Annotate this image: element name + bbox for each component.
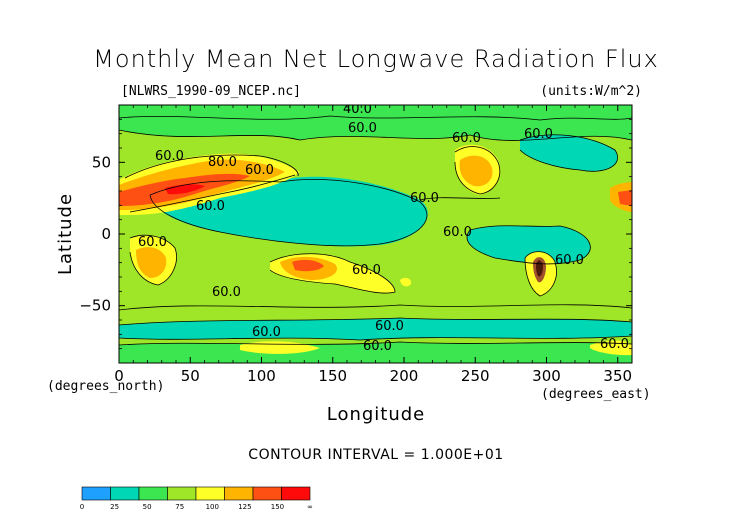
region-patch-1 [400, 277, 412, 287]
contour-label: 60.0 [410, 191, 439, 206]
x-tick-label: 50 [181, 367, 200, 385]
region-north-america-hot [459, 155, 493, 187]
colorbar-swatch [167, 486, 197, 501]
contour-label: 60.0 [375, 319, 404, 334]
colorbar-label: 75 [175, 503, 184, 511]
contour-label: 60.0 [245, 163, 274, 178]
region-north-atlantic-cool [520, 134, 618, 172]
contour-label: 60.0 [555, 253, 584, 268]
contour-interval-text: CONTOUR INTERVAL = 1.000E+01 [248, 447, 503, 463]
region-australia-max [292, 259, 324, 272]
y-tick-label: 50 [92, 153, 111, 171]
contour-label: 80.0 [208, 155, 237, 170]
x-tick-label: 250 [461, 367, 490, 385]
contour-label: 60.0 [212, 285, 241, 300]
source-filename: [NLWRS_1990-09_NCEP.nc] [121, 84, 301, 99]
x-axis-label: Longitude [327, 404, 426, 425]
contour-label: 60.0 [196, 199, 225, 214]
region-north-polar-band [119, 105, 632, 141]
y-axis-label: Latitude [55, 193, 76, 275]
contour-label: 60.0 [155, 149, 184, 164]
contour-label: 60.0 [138, 235, 167, 250]
contour-label: 60.0 [452, 131, 481, 146]
contour-label-group: 40.0 60.0 60.0 60.0 60.0 80.0 60.0 60.0 … [138, 102, 629, 354]
y-unit-label: (degrees_north) [47, 379, 164, 394]
y-tick-label: −50 [79, 297, 111, 315]
x-tick-label: 200 [390, 367, 419, 385]
colorbar-label: 150 [271, 503, 284, 511]
colorbar-swatch [281, 486, 311, 501]
colorbar-label: 25 [110, 503, 119, 511]
colorbar-label: 0 [80, 503, 84, 511]
contour-label: 40.0 [343, 102, 372, 117]
colorbar-swatch [195, 486, 225, 501]
x-tick-label: 100 [247, 367, 276, 385]
region-east-edge-hot [618, 190, 632, 206]
colorbar-label: 50 [143, 503, 152, 511]
units-label: (units:W/m^2) [540, 84, 642, 99]
region-southern-africa-hot [136, 247, 167, 278]
plot-area: 40.0 60.0 60.0 60.0 60.0 80.0 60.0 60.0 … [119, 102, 632, 363]
contour-label: 60.0 [600, 337, 629, 352]
colorbar-swatch [138, 486, 168, 501]
contour-lines [119, 115, 632, 346]
contour-label: 60.0 [524, 127, 553, 142]
colorbar-swatch [252, 486, 282, 501]
x-tick-label: 150 [318, 367, 347, 385]
contour-label: 60.0 [443, 225, 472, 240]
contour-label: 60.0 [352, 263, 381, 278]
x-axis: 0 50 100 150 200 250 300 350 [114, 105, 632, 385]
colorbar-swatch [224, 486, 254, 501]
region-andes-core [536, 260, 543, 277]
region-south-ocean-cool [119, 318, 632, 340]
region-antarctic-warm-2 [590, 340, 632, 356]
x-tick-label: 350 [603, 367, 632, 385]
x-tick-label: 300 [532, 367, 561, 385]
colorbar: 0 25 50 75 100 125 150 ∞ [80, 486, 313, 511]
chart-title: Monthly Mean Net Longwave Radiation Flux [93, 45, 659, 73]
colorbar-label: 125 [238, 503, 251, 511]
contour-label: 60.0 [252, 325, 281, 340]
x-unit-label: (degrees_east) [541, 387, 651, 402]
y-axis: 50 0 −50 [79, 118, 632, 350]
y-tick-label: 0 [101, 225, 111, 243]
contour-label: 60.0 [348, 121, 377, 136]
colorbar-label: 100 [206, 503, 219, 511]
colorbar-label: ∞ [307, 503, 313, 511]
contour-label: 60.0 [363, 339, 392, 354]
region-atlantic-cool [467, 225, 591, 264]
colorbar-swatch [81, 486, 111, 501]
x-tick-label: 0 [114, 367, 124, 385]
colorbar-swatch [110, 486, 140, 501]
